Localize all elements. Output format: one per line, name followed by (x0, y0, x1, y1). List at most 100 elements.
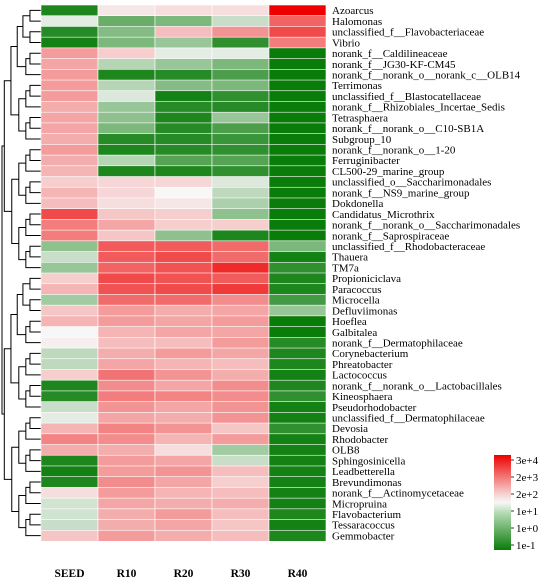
heatmap-cell (154, 315, 213, 328)
heatmap-cell (40, 379, 99, 392)
heatmap-cell (268, 487, 327, 499)
heatmap-cell (154, 272, 213, 285)
heatmap-cell (268, 326, 327, 338)
column-label: R30 (231, 568, 251, 580)
heatmap-cell (97, 219, 156, 231)
dendrogram-branch (29, 31, 41, 44)
heatmap-cell (211, 465, 270, 478)
heatmap-cell (211, 165, 270, 178)
row-label: Rhodobacter (332, 434, 389, 446)
heatmap-cell (268, 454, 327, 467)
heatmap-cell (40, 79, 99, 92)
heatmap-cell (97, 47, 156, 60)
heatmap-cell (154, 208, 213, 220)
heatmap-cell (97, 412, 156, 424)
heatmap-cell (268, 79, 327, 92)
row-label: Terrimonas (332, 80, 382, 92)
heatmap-cell (40, 465, 99, 478)
heatmap-cell (211, 58, 270, 70)
heatmap-cell (268, 90, 327, 103)
column-label: R10 (117, 568, 137, 580)
heatmap-cell (97, 369, 156, 381)
heatmap-cell (97, 79, 156, 92)
dendrogram-branch (11, 446, 19, 513)
dendrogram-branch (29, 245, 41, 258)
heatmap-cell (268, 294, 327, 306)
heatmap-cell (40, 26, 99, 38)
heatmap-cell (40, 358, 99, 371)
heatmap-cell (268, 4, 327, 17)
heatmap-cell (154, 476, 213, 488)
dendrogram-branch (29, 213, 41, 226)
heatmap-cell (97, 197, 156, 210)
heatmap-cell (154, 347, 213, 360)
heatmap-cell (211, 422, 270, 435)
heatmap-cell (268, 347, 327, 360)
dendrogram-branch (29, 277, 41, 290)
heatmap-cell (97, 90, 156, 103)
row-label: norank_f__norank_o__norank_c__OLB14 (332, 69, 521, 81)
heatmap-cell (40, 122, 99, 135)
row-label: Candidatus_Microthrix (332, 209, 435, 221)
row-label: Pseudorhodobacter (332, 402, 417, 414)
heatmap-cell (97, 337, 156, 349)
heatmap-cell (268, 251, 327, 263)
heatmap-cell (97, 208, 156, 220)
heatmap-cell (268, 133, 327, 145)
heatmap-cell (154, 111, 213, 124)
heatmap-cell (154, 122, 213, 135)
heatmap-cell (154, 154, 213, 167)
heatmap-cell (40, 186, 99, 199)
heatmap-cell (154, 508, 213, 521)
heatmap-cell (154, 465, 213, 478)
heatmap-cell (268, 433, 327, 446)
heatmap-cell (40, 454, 99, 467)
heatmap-cell (154, 283, 213, 296)
heatmap-cell (154, 47, 213, 60)
row-label: unclassified_f__Dermatophilaceae (332, 413, 485, 425)
heatmap-cell (211, 304, 270, 317)
heatmap-cell (154, 101, 213, 113)
heatmap-cell (268, 154, 327, 167)
heatmap-cell (154, 433, 213, 446)
heatmap-cell (97, 111, 156, 124)
dendrogram-branch (25, 186, 41, 204)
heatmap-cell (40, 47, 99, 60)
heatmap-cell (268, 390, 327, 403)
dendrogram-branch (3, 80, 12, 212)
dendrogram-branch (29, 449, 41, 462)
heatmap-cell (211, 497, 270, 510)
heatmap-cell (40, 422, 99, 435)
heatmap-cell (40, 197, 99, 210)
heatmap-cell (154, 304, 213, 317)
dendrogram-branch (16, 25, 26, 68)
heatmap-cell (40, 294, 99, 306)
heatmap-cell (268, 176, 327, 188)
heatmap-cell (97, 465, 156, 478)
heatmap-cell (211, 454, 270, 467)
heatmap-cell (154, 133, 213, 145)
heatmap-cell (97, 122, 156, 135)
row-label: Leadbetterella (332, 466, 395, 478)
heatmap-cell (211, 272, 270, 285)
heatmap-cell (154, 58, 213, 70)
heatmap-cell (97, 251, 156, 263)
heatmap-cell (268, 283, 327, 296)
dendrogram-branch (29, 117, 41, 129)
row-dendrogram (1, 9, 41, 537)
dendrogram-branch (18, 98, 26, 132)
dendrogram-branch (18, 430, 26, 464)
heatmap-cell (40, 15, 99, 28)
row-label: unclassified_f__Flavobacteriaceae (332, 27, 484, 39)
heatmap-cell (154, 401, 213, 413)
heatmap-cell (154, 454, 213, 467)
heatmap-cell (211, 229, 270, 242)
heatmap-cell (97, 58, 156, 70)
row-label: Micropruina (332, 498, 387, 510)
dendrogram-branch (25, 326, 41, 344)
heatmap-cell (211, 412, 270, 424)
heatmap-cell (40, 229, 99, 242)
dendrogram-branch (29, 513, 41, 526)
heatmap-cell (40, 154, 99, 167)
heatmap-cell (97, 379, 156, 392)
